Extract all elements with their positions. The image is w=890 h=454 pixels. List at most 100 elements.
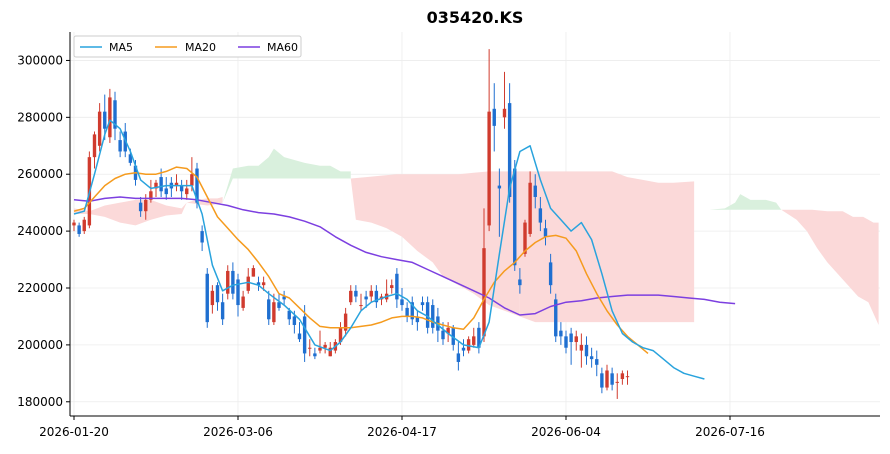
y-tick-label: 300000 <box>17 53 63 67</box>
candle <box>118 131 122 158</box>
candle <box>625 370 630 385</box>
cloud-segment-bear <box>350 171 520 317</box>
candle-body <box>354 290 358 297</box>
candle-body <box>267 299 271 320</box>
candle <box>482 208 486 343</box>
candle-body <box>215 285 220 303</box>
candle-body <box>405 307 409 317</box>
y-tick-label: 240000 <box>17 224 63 238</box>
candle <box>354 285 358 303</box>
cloud-segment-bull <box>222 148 351 203</box>
candle <box>487 49 491 232</box>
candle <box>210 285 215 314</box>
candle-body <box>472 336 476 345</box>
candle-body <box>415 316 420 323</box>
candle <box>497 168 502 237</box>
candle-body <box>615 381 619 383</box>
candle-body <box>236 279 240 306</box>
candle <box>364 290 368 308</box>
candle <box>185 179 189 200</box>
candle-body <box>308 347 312 349</box>
candle-body <box>190 174 194 186</box>
candle <box>169 177 174 197</box>
legend-label-ma5: MA5 <box>109 41 133 54</box>
candle-body <box>164 188 168 195</box>
candle <box>584 336 589 365</box>
candle <box>302 305 307 362</box>
candle-body <box>313 353 317 357</box>
candle-body <box>144 199 148 212</box>
ma5-line <box>73 119 705 380</box>
candle <box>220 293 225 325</box>
candle-body <box>451 327 455 345</box>
candle <box>384 279 389 303</box>
candle-body <box>513 168 517 266</box>
candle <box>272 293 276 325</box>
candle <box>205 268 209 328</box>
candle-body <box>497 185 502 189</box>
candle-body <box>477 327 481 348</box>
candle <box>615 373 619 399</box>
candle <box>374 285 379 308</box>
candle <box>528 171 532 237</box>
x-tick-label: 2026-03-06 <box>203 425 273 439</box>
candle <box>415 310 420 331</box>
candle <box>138 196 143 217</box>
chart-title: 035420.KS <box>427 8 524 27</box>
candle <box>538 196 543 232</box>
candle-body <box>466 339 471 351</box>
candle-body <box>231 270 235 294</box>
candle-body <box>554 299 558 337</box>
candle <box>200 225 204 252</box>
candle <box>308 339 312 357</box>
candle-body <box>487 111 491 226</box>
candle <box>461 339 466 357</box>
candle-body <box>97 111 102 146</box>
candle <box>164 177 168 200</box>
candle-body <box>482 248 486 337</box>
candle-body <box>72 222 76 226</box>
candle-body <box>282 296 286 300</box>
cloud-segment-bear <box>74 199 187 226</box>
candle-body <box>302 316 307 354</box>
candle-body <box>77 225 81 234</box>
candle-body <box>369 290 373 297</box>
legend-label-ma60: MA60 <box>267 41 298 54</box>
candle <box>605 364 609 391</box>
candle <box>420 296 425 311</box>
candle-body <box>149 191 153 200</box>
candle-body <box>456 353 461 362</box>
candle-body <box>431 305 435 328</box>
candle <box>231 262 235 300</box>
candle-body <box>220 302 225 320</box>
candle <box>507 83 512 203</box>
x-tick-label: 2026-01-20 <box>39 425 109 439</box>
candle-body <box>241 296 245 308</box>
candle <box>246 268 250 294</box>
candle <box>513 160 517 271</box>
candle-body <box>138 202 143 212</box>
candle <box>569 327 573 365</box>
candle-body <box>507 103 512 197</box>
candle-body <box>425 302 430 328</box>
candle-body <box>502 108 507 118</box>
candle-body <box>343 313 348 331</box>
candle-body <box>200 231 204 243</box>
candle <box>395 268 399 308</box>
legend-label-ma20: MA20 <box>185 41 216 54</box>
cloud-segment-bull <box>709 194 782 210</box>
candle <box>343 307 348 337</box>
candle-body <box>589 356 594 360</box>
candle-body <box>205 273 209 323</box>
candle-body <box>195 168 199 203</box>
candle-body <box>395 273 399 300</box>
candle <box>518 268 522 294</box>
candle <box>113 91 117 141</box>
candle-body <box>559 330 563 337</box>
candle <box>82 216 86 234</box>
ma60-line <box>73 196 736 316</box>
candle <box>313 347 317 360</box>
x-tick-label: 2026-04-17 <box>367 425 437 439</box>
